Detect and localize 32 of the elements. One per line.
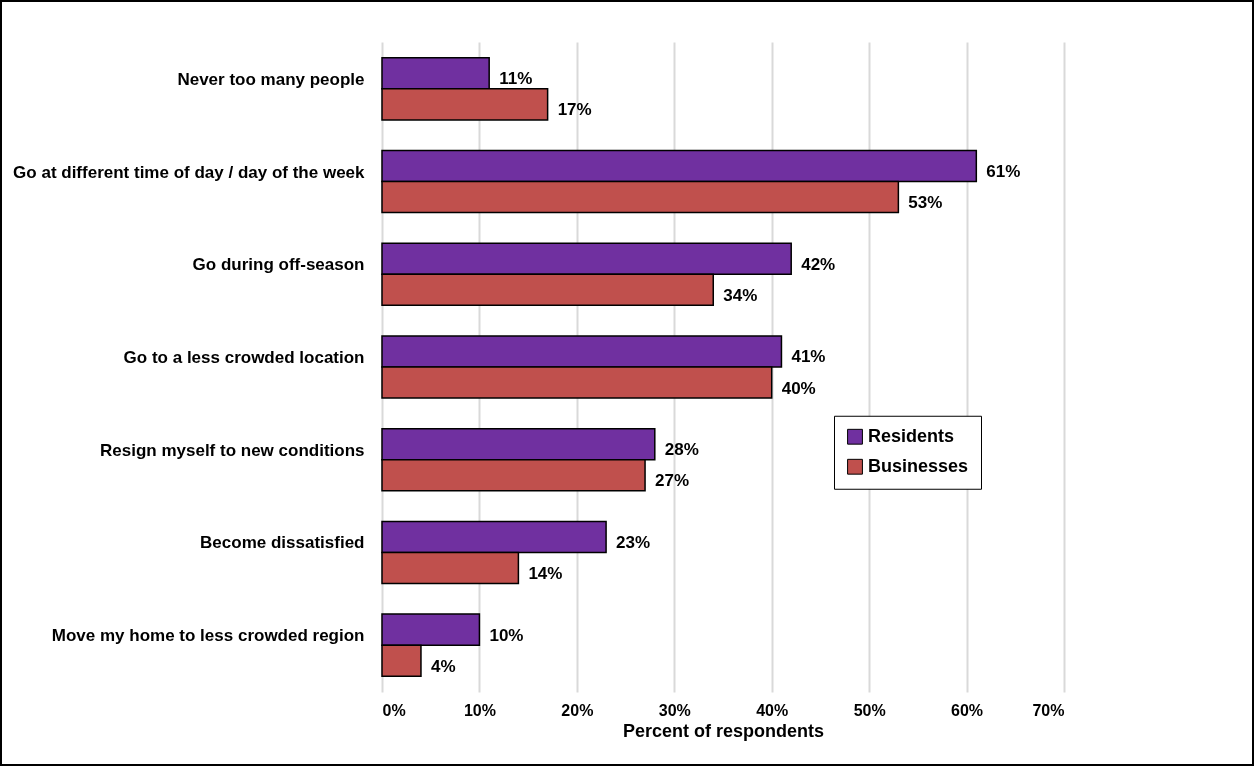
data-label: 11%: [499, 69, 533, 89]
x-axis-title: Percent of respondents: [622, 720, 825, 741]
x-tick-label: 40%: [756, 701, 789, 719]
legend-label: Businesses: [868, 455, 969, 476]
data-label: 27%: [655, 471, 690, 491]
y-tick-label: Move my home to less crowded region: [51, 626, 365, 646]
data-label: 61%: [986, 162, 1021, 182]
x-tick-label: 10%: [463, 701, 496, 719]
y-tick-label: Resign myself to new conditions: [100, 440, 365, 460]
y-tick-label: Go during off-season: [192, 255, 365, 275]
y-tick-label: Go at different time of day / day of the week: [13, 162, 366, 182]
data-label: 40%: [781, 378, 816, 398]
x-tick-label: 30%: [658, 701, 691, 719]
data-label: 23%: [616, 532, 651, 552]
data-label: 42%: [801, 254, 836, 274]
legend-label: Residents: [868, 425, 955, 446]
y-tick-label: Become dissatisfied: [200, 533, 365, 553]
data-label: 53%: [908, 193, 943, 213]
x-tick-label: 20%: [561, 701, 594, 719]
y-tick-label: Never too many people: [177, 69, 365, 89]
data-label: 17%: [557, 100, 592, 120]
data-label: 4%: [430, 656, 456, 676]
data-label: 41%: [791, 347, 826, 367]
y-tick-label: Go to a less crowded location: [123, 348, 365, 367]
x-tick-label: 50%: [853, 701, 886, 719]
data-label: 28%: [664, 440, 699, 460]
data-label: 10%: [489, 625, 524, 645]
data-label: 14%: [528, 563, 563, 583]
x-tick-label: 60%: [951, 701, 984, 719]
data-label: 34%: [723, 285, 758, 305]
x-tick-label: 70%: [1032, 701, 1065, 719]
x-tick-label: 0%: [382, 701, 406, 719]
